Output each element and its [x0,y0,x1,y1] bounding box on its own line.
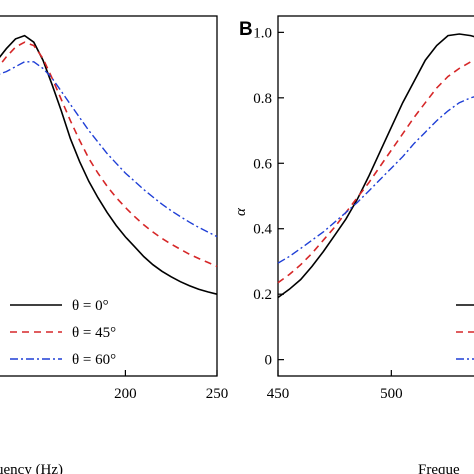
panel-a-x-tick-label-1: 250 [206,386,229,402]
legend-label-theta-45: θ = 45° [72,325,116,341]
panel-b-y-tick-label-5: 1.0 [253,25,272,41]
panel-b-y-tick-label-4: 0.8 [253,91,272,107]
panel-b-letter: B [239,19,253,40]
panel-b-x-tick-label-1: 500 [380,386,403,402]
panel-b-frame [277,15,474,377]
legend-label-theta-0: θ = 0° [72,298,109,314]
panel-a-x-ticks: 200 250 [114,370,228,402]
panel-b: B α 0 0.2 0.4 0.6 0.8 1.0 450 500 Freque [233,15,474,474]
panel-b-x-tick-label-0: 450 [267,386,290,402]
panel-a-frame [0,15,218,377]
panel-b-y-tick-label-1: 0.2 [253,287,272,303]
panel-a-series-line-0 [0,34,218,295]
panel-a-x-axis-label: uency (Hz) [0,462,63,474]
panel-a-x-tick-label-0: 200 [114,386,137,402]
panel-b-y-tick-label-0: 0 [265,353,273,369]
panel-a-series-line-1 [0,41,218,268]
panel-b-y-tick-label-2: 0.4 [253,222,272,238]
panel-b-x-axis-label: Freque [418,462,460,474]
panel-b-series [277,33,474,299]
panel-b-y-tick-label-3: 0.6 [253,156,272,172]
panel-a-series [0,34,218,295]
panel-a: 200 250 uency (Hz) θ = 0° θ = 45° θ = 60° [0,15,228,474]
panel-b-y-axis-label: α [233,207,249,216]
panel-b-series-line-0 [277,33,474,299]
panel-a-legend: θ = 0° θ = 45° θ = 60° [10,298,116,368]
panel-b-legend [456,304,474,360]
panel-b-series-line-2 [277,96,474,264]
panel-b-x-ticks: 450 500 [267,370,403,402]
panel-b-y-ticks: 0 0.2 0.4 0.6 0.8 1.0 [253,25,284,369]
panel-a-series-line-2 [0,61,218,238]
panel-b-series-line-1 [277,60,474,284]
legend-label-theta-60: θ = 60° [72,352,116,368]
